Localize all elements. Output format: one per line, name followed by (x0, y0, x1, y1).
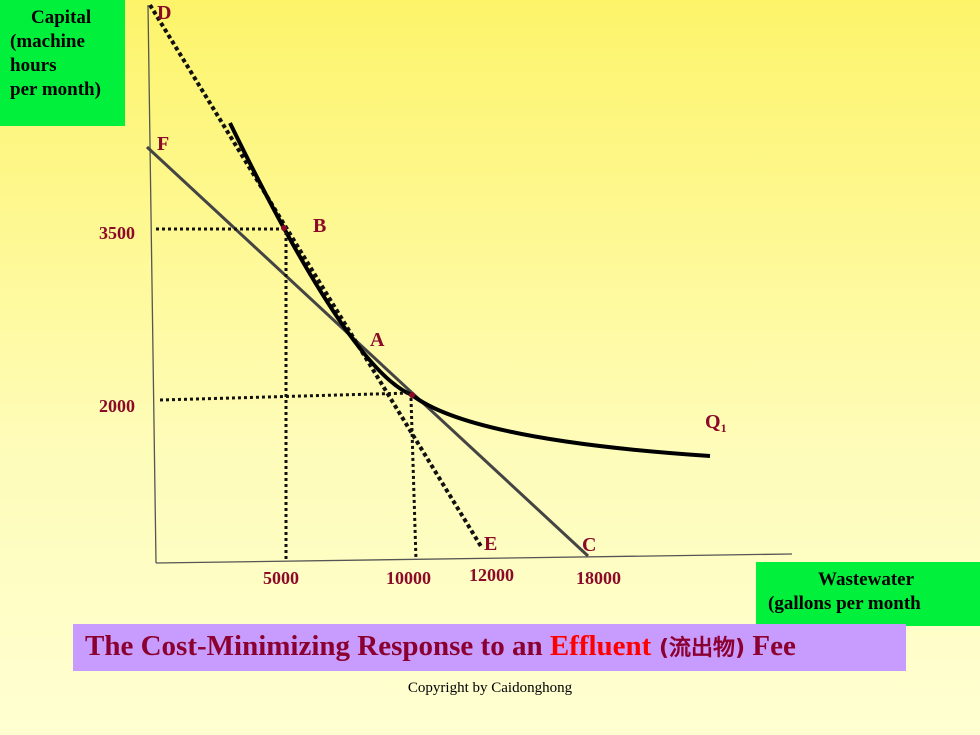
title-part2: Fee (745, 630, 796, 662)
title-highlight: Effluent (549, 630, 652, 662)
isocost-line-de (148, 3, 484, 550)
point-a-label: A (370, 329, 385, 351)
x-tick-10000: 10000 (386, 568, 431, 588)
x-tick-18000: 18000 (576, 568, 621, 588)
x-tick-12000: 12000 (469, 565, 514, 585)
isoquant-label-q: Q (705, 411, 721, 433)
point-b-label: B (313, 215, 326, 237)
y-axis-label-line: (machine (10, 31, 85, 52)
point-f-label: F (157, 133, 169, 155)
copyright-text: Copyright by Caidonghong (407, 680, 573, 696)
title-part1: The Cost-Minimizing Response to an (85, 630, 550, 662)
y-tick-2000: 2000 (99, 396, 135, 416)
title-chinese: (流出物) (651, 636, 746, 661)
x-axis-label: Wastewater (gallons per month (756, 562, 980, 626)
isoquant-label: Q1 (705, 411, 727, 435)
guide-10000-vertical (409, 397, 418, 561)
point-a-marker (409, 392, 415, 398)
x-axis-label-line: (gallons per month (768, 593, 921, 614)
x-tick-5000: 5000 (263, 568, 299, 588)
point-d-label: D (157, 2, 171, 24)
point-e-label: E (484, 533, 497, 555)
slide-title: The Cost-Minimizing Response to an Efflu… (73, 624, 906, 671)
point-c-label: C (582, 534, 596, 556)
y-axis-label-line: per month) (10, 79, 101, 100)
point-b-marker (281, 225, 287, 231)
isoquant-label-subscript: 1 (721, 421, 727, 435)
y-axis-label-line: Capital (31, 7, 92, 28)
x-axis (155, 553, 793, 564)
y-axis-label: Capital (machine hours per month) (0, 0, 125, 126)
x-axis-label-line: Wastewater (818, 569, 915, 590)
isocost-line-fc (145, 145, 590, 558)
y-axis (147, 4, 157, 564)
y-axis-label-line: hours (10, 55, 57, 76)
y-tick-3500: 3500 (99, 223, 135, 243)
